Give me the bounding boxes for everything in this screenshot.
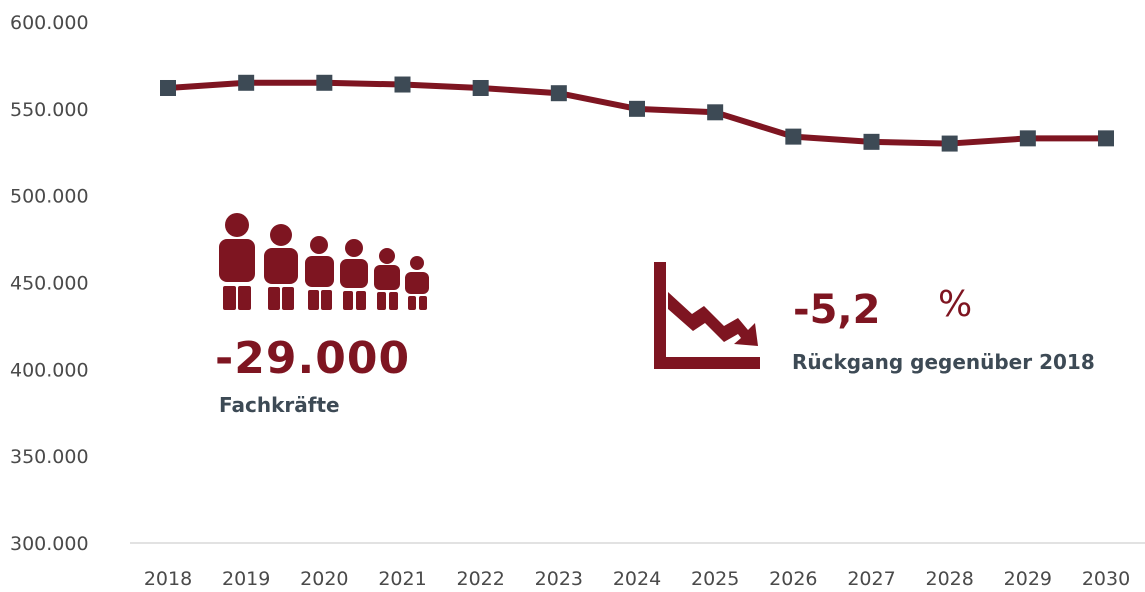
x-tick-label: 2019 [222, 568, 270, 590]
x-tick-label: 2030 [1082, 568, 1130, 590]
decline-label: Rückgang gegenüber 2018 [792, 350, 1095, 374]
x-tick-label: 2022 [456, 568, 504, 590]
x-tick-label: 2029 [1004, 568, 1052, 590]
y-tick-label: 500.000 [10, 186, 89, 208]
x-tick-label: 2020 [300, 568, 348, 590]
x-tick-label: 2026 [769, 568, 817, 590]
data-point [160, 79, 176, 96]
y-tick-label: 350.000 [10, 446, 89, 468]
data-point [863, 133, 880, 150]
data-point [1098, 130, 1114, 147]
y-tick-label: 300.000 [10, 533, 89, 555]
data-point [238, 74, 255, 91]
data-point [707, 104, 724, 121]
x-tick-label: 2027 [847, 568, 895, 590]
data-point [316, 74, 333, 91]
workers-change-label: Fachkräfte [219, 393, 340, 417]
x-tick-label: 2025 [691, 568, 739, 590]
data-point [1019, 130, 1036, 147]
decline-unit: % [938, 284, 973, 325]
workers-change-value: -29.000 [215, 333, 411, 384]
x-tick-label: 2021 [378, 568, 426, 590]
y-tick-label: 450.000 [10, 273, 89, 295]
data-point [629, 100, 645, 117]
decline-value: -5,2 [793, 287, 881, 333]
x-tick-label: 2028 [925, 568, 973, 590]
x-tick-label: 2018 [144, 568, 192, 590]
data-point [550, 85, 567, 102]
x-tick-label: 2024 [613, 568, 661, 590]
y-tick-label: 600.000 [10, 12, 89, 34]
x-tick-label: 2023 [535, 568, 583, 590]
data-point [472, 79, 489, 96]
y-tick-label: 550.000 [10, 99, 89, 121]
data-point [394, 76, 411, 93]
declining-chart-icon [654, 262, 760, 369]
y-tick-label: 400.000 [10, 359, 89, 381]
data-point [785, 128, 802, 145]
data-point [941, 135, 958, 152]
people-group-icon [219, 213, 429, 310]
